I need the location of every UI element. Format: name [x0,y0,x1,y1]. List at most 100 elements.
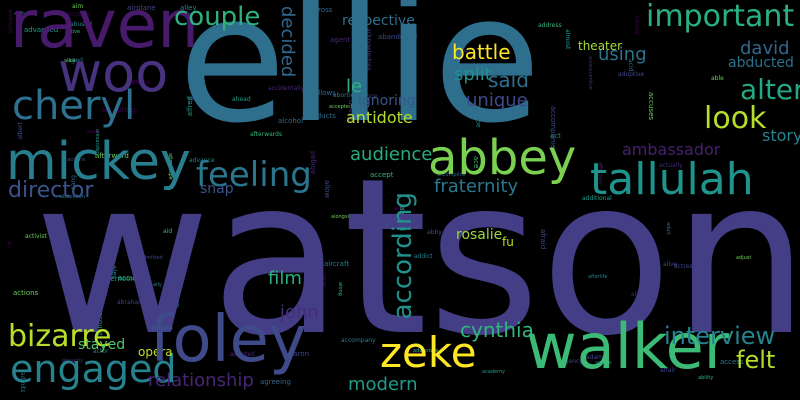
word-cynthia: cynthia [460,318,534,342]
filler-word: alan [631,291,644,298]
filler-word: aaron [289,350,310,358]
filler-word: abortion [333,92,359,99]
word-split: split [454,64,492,85]
filler-word: agreement [403,24,410,57]
filler-word: accept [370,171,394,179]
filler-word: accidentally [268,85,305,92]
word-ellie: ellie [178,0,542,162]
word-couple: couple [174,2,261,32]
filler-word: abu [565,254,571,264]
word-opera: opera [138,345,173,359]
word-said: said [488,68,529,92]
word-important: important [646,0,795,34]
filler-word: afterlife [588,274,608,280]
filler-word: able [711,75,724,82]
word-antidote: antidote [346,108,413,127]
filler-word: align [235,316,250,323]
filler-word: adventure [413,348,439,354]
filler-word: actor [93,348,109,355]
filler-word: activity [403,350,426,357]
word-snap: snap [200,181,234,197]
filler-word: accident [477,215,499,221]
filler-word: affair [660,367,676,374]
filler-word: access [720,358,744,366]
filler-word: actually [659,162,683,169]
filler-word: along [337,282,343,296]
filler-word: agency [561,358,583,365]
word-respective: respective [342,13,415,29]
filler-word: allows [314,89,336,97]
word-feeling: feeling [196,155,312,195]
filler-word: abused [70,21,92,28]
filler-word: admits [19,372,26,393]
word-ambassador: ambassador [622,140,721,159]
filler-word: accompany [341,337,376,344]
word-bizarre: bizarre [8,319,112,354]
word-fraternity: fraternity [434,176,519,197]
word-unique: unique [466,90,528,111]
filler-word: adjust [736,255,752,261]
filler-word: accused [118,274,147,282]
filler-word: advanced [24,26,59,34]
filler-word: amelie [595,360,612,366]
filler-word: afterwards [250,131,283,138]
word-rosalie: rosalie [456,227,503,243]
filler-word: alexander [94,129,100,154]
filler-word: ahead [232,96,251,103]
word-abducted: abducted [728,55,794,71]
filler-word: aim [72,3,84,10]
filler-word: accomplice [437,172,466,178]
word-story: story [762,126,800,145]
filler-word: abducts [308,112,336,120]
filler-word: acquaintance [588,56,594,90]
word-director: director [8,178,94,203]
filler-word: advice [633,15,640,35]
filler-word: allow [323,180,331,199]
word-woo: woo [58,41,169,104]
filler-word: accuses [647,92,655,121]
word-ignoring: ignoring [358,93,416,109]
word-cheryl: cheryl [12,83,136,129]
filler-word: actions [13,289,39,297]
filler-word: addict [414,253,433,260]
filler-word: acid [627,59,634,72]
filler-word: adult [665,222,671,235]
filler-word: ability [698,375,714,381]
filler-word: absence [352,93,378,100]
filler-word: account [96,308,104,336]
word-interview: interview [664,322,776,350]
word-mickey: mickey [6,132,191,192]
filler-word: afternoon [101,275,135,283]
filler-word: address [538,22,562,29]
word-raven: raven [10,0,200,63]
filler-word: adoptive [618,71,645,78]
filler-word: abide [120,219,127,236]
filler-word: air [6,241,12,248]
filler-word: agent [330,36,351,44]
filler-word: admiral [128,79,151,86]
filler-word: alcohol [278,117,304,125]
filler-word: agree [187,96,202,102]
filler-word: advance [189,157,215,164]
filler-word: across [310,6,333,14]
word-theater: theater [578,39,623,53]
filler-word: activate [14,11,35,17]
filler-word: abraham [117,299,144,306]
filler-word: alongside [331,214,356,220]
word-stayed: stayed [78,337,126,353]
word-le: le [346,76,363,97]
filler-word: almost [564,29,571,50]
filler-word: abandoning [366,219,372,249]
filler-word: actress [674,263,696,270]
filler-word: alec [110,265,118,280]
filler-word: admitted [140,255,163,261]
filler-word: activist [25,233,47,240]
word-watson: watson [34,132,800,383]
filler-word: abduction [60,194,85,200]
word-look: look [704,101,767,136]
filler-word: ally [153,282,162,288]
filler-word: age [394,205,406,212]
word-decided: decided [277,6,298,78]
filler-word: agreeing [260,378,291,386]
